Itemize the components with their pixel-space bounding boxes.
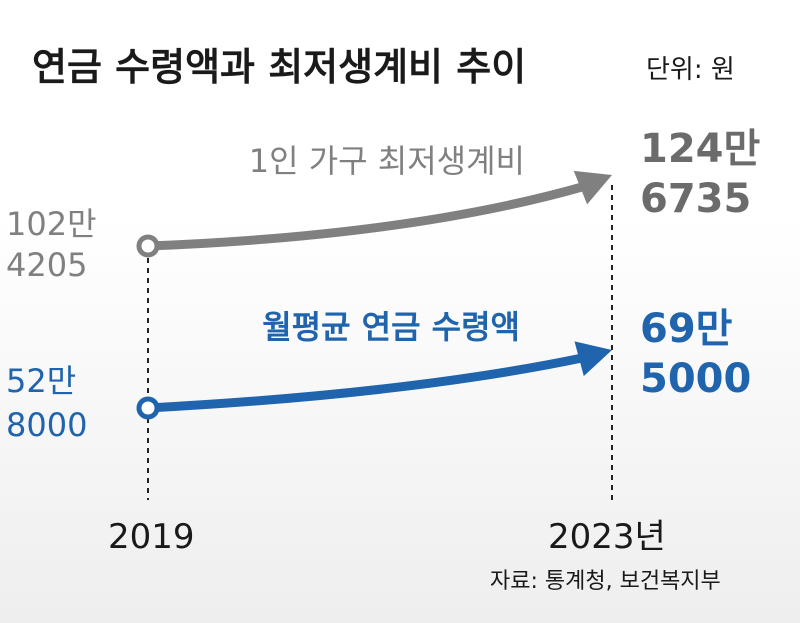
x-tick-2023: 2023년 <box>548 517 666 557</box>
end-value-label-pension: 69만 <box>640 306 733 352</box>
source-note: 자료: 통계청, 보건복지부 <box>490 569 721 594</box>
start-value-label-living-cost: 4205 <box>6 246 87 284</box>
end-value-label-living-cost: 124만 <box>640 126 760 172</box>
series-name-pension: 월평균 연금 수령액 <box>262 308 520 346</box>
start-value-label-pension: 52만 <box>6 362 76 400</box>
start-value-label-pension: 8000 <box>6 406 87 444</box>
start-value-label-living-cost: 102만 <box>6 205 97 243</box>
x-tick-2019: 2019 <box>108 517 195 557</box>
series-name-living-cost: 1인 가구 최저생계비 <box>249 142 525 180</box>
series-point-start-living-cost <box>136 234 160 258</box>
series-line-living-cost <box>147 182 584 251</box>
end-value-label-pension: 5000 <box>640 356 751 402</box>
series-line-pension <box>147 353 583 413</box>
series-point-start-pension <box>136 396 160 420</box>
unit-label: 단위: 원 <box>646 55 735 85</box>
chart-title: 연금 수령액과 최저생계비 추이 <box>32 45 526 89</box>
series-arrowhead-pension <box>574 341 612 377</box>
end-value-label-living-cost: 6735 <box>640 176 751 222</box>
series-arrowhead-living-cost <box>573 170 612 205</box>
